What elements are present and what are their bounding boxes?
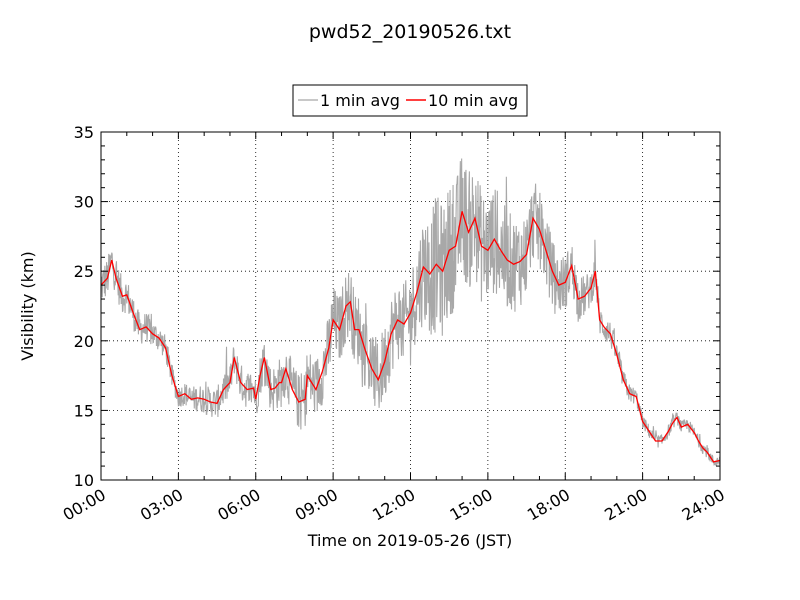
series-line-1min — [101, 158, 720, 467]
y-tick-label: 35 — [74, 123, 94, 142]
legend-label-1min: 1 min avg — [320, 91, 400, 110]
x-axis-title: Time on 2019-05-26 (JST) — [307, 531, 512, 550]
chart-title: pwd52_20190526.txt — [309, 21, 511, 43]
chart-legend: 1 min avg 10 min avg — [292, 84, 528, 117]
series-layer — [101, 158, 720, 467]
legend-label-10min: 10 min avg — [428, 91, 518, 110]
y-tick-label: 20 — [74, 332, 94, 351]
y-tick-label: 10 — [74, 471, 94, 490]
y-tick-label: 15 — [74, 401, 94, 420]
series-line-10min — [101, 211, 720, 463]
y-axis-title: Visibility (km) — [18, 251, 37, 360]
y-tick-label: 30 — [74, 193, 94, 212]
y-tick-label: 25 — [74, 262, 94, 281]
